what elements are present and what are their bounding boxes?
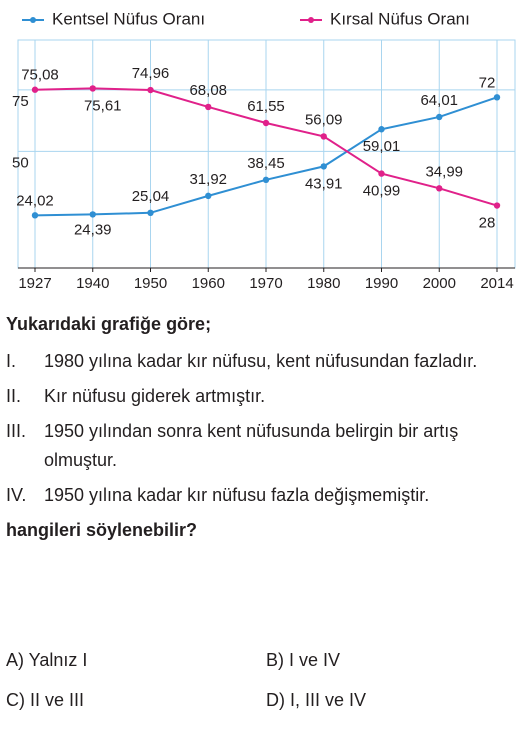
- item: I. 1980 yılına kadar kır nüfusu, kent nüf…: [6, 347, 528, 376]
- x-tick-label: 1960: [192, 275, 225, 292]
- x-tick-label: 1927: [18, 275, 51, 292]
- item-numeral: I.: [6, 351, 17, 371]
- item: IV. 1950 yılına kadar kır nüfusu fazla de…: [6, 481, 528, 510]
- y-tick-label: 50: [12, 154, 29, 171]
- item: III. 1950 yılından sonra kent nüfusunda b…: [6, 417, 528, 475]
- value-label: 72: [479, 74, 496, 91]
- value-label: 64,01: [420, 92, 458, 109]
- value-label: 43,91: [305, 175, 343, 192]
- chart: 50 75 1927 1940 1950 1960 1970 1980 1990 2000 2014…: [12, 9, 516, 292]
- value-label: 68,08: [189, 82, 227, 99]
- point: [31, 86, 39, 93]
- point: [205, 103, 212, 111]
- point: [493, 94, 501, 101]
- point: [147, 209, 154, 217]
- question: Yukarıdaki grafiğe göre; I. 1980 yılına k…: [6, 310, 528, 545]
- question-stem: Yukarıdaki grafiğe göre;: [6, 314, 212, 334]
- point: [89, 85, 96, 92]
- legend-label: Kırsal Nüfus Oranı: [330, 9, 470, 28]
- value-label: 24,02: [16, 192, 54, 209]
- x-tick-label: 1940: [76, 275, 109, 292]
- option[interactable]: A) Yalnız I: [6, 650, 88, 670]
- point: [31, 212, 39, 219]
- option[interactable]: D) I, III ve IV: [266, 690, 367, 710]
- point: [147, 86, 154, 94]
- option[interactable]: C) II ve III: [6, 690, 85, 710]
- point: [262, 119, 270, 127]
- point: [205, 192, 212, 200]
- value-label: 75,61: [84, 97, 122, 114]
- point: [320, 133, 327, 140]
- point: [436, 185, 443, 192]
- point: [436, 113, 443, 121]
- value-label: 59,01: [363, 138, 401, 155]
- item: II. Kır nüfusu giderek artmıştır.: [6, 382, 528, 411]
- point: [493, 202, 501, 209]
- value-label: 28: [479, 214, 496, 231]
- point: [320, 163, 327, 170]
- legend-label: Kentsel Nüfus Oranı: [52, 9, 205, 28]
- item-numeral: II.: [6, 386, 22, 406]
- item-text: 1950 yılına kadar kır nüfusu fazla değiş…: [44, 485, 430, 505]
- value-label: 25,04: [132, 188, 170, 205]
- x-tick-label: 1950: [134, 275, 167, 292]
- y-tick-label: 75: [12, 93, 29, 110]
- point: [262, 176, 270, 184]
- item-numeral: III.: [6, 421, 27, 441]
- value-label: 61,55: [247, 98, 285, 115]
- option[interactable]: B) I ve IV: [266, 650, 341, 670]
- question-prompt: hangileri söylenebilir?: [6, 520, 198, 540]
- items: I. 1980 yılına kadar kır nüfusu, kent nüf…: [6, 347, 528, 510]
- value-label: 24,39: [74, 221, 112, 238]
- value-label: 56,09: [305, 111, 343, 128]
- value-label: 74,96: [132, 65, 170, 82]
- item-text: Kır nüfusu giderek artmıştır.: [44, 386, 266, 406]
- x-tick-label: 1970: [249, 275, 282, 292]
- value-label: 31,92: [189, 171, 227, 188]
- x-tick-label: 1990: [365, 275, 398, 292]
- point: [378, 170, 385, 177]
- x-tick-label: 2000: [423, 275, 456, 292]
- point: [378, 126, 385, 133]
- legend-marker: [308, 17, 314, 23]
- value-label: 34,99: [425, 163, 463, 180]
- value-label: 40,99: [363, 183, 401, 200]
- point: [89, 211, 96, 218]
- item-text: 1950 yılından sonra kent nüfusunda belir…: [44, 421, 459, 470]
- x-tick-label: 2014: [480, 275, 513, 292]
- value-label: 38,45: [247, 155, 285, 172]
- item-text: 1980 yılına kadar kır nüfusu, kent nüfus…: [44, 351, 478, 371]
- legend-marker: [30, 17, 36, 23]
- value-label: 75,08: [21, 67, 59, 84]
- item-numeral: IV.: [6, 485, 27, 505]
- x-tick-label: 1980: [307, 275, 340, 292]
